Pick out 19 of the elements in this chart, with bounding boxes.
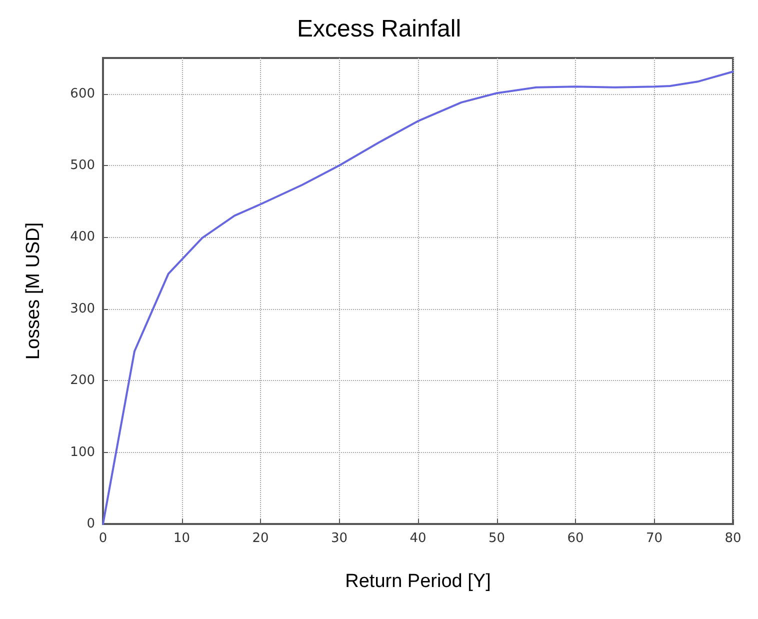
y-tick-label: 400 bbox=[70, 230, 95, 245]
y-tick-label: 200 bbox=[70, 373, 95, 388]
y-tick-label: 600 bbox=[70, 86, 95, 102]
x-tick-label: 50 bbox=[488, 531, 506, 546]
x-tick-label: 70 bbox=[646, 531, 663, 546]
y-tick-label: 500 bbox=[70, 158, 95, 174]
chart-title: Excess Rainfall bbox=[296, 16, 462, 42]
y-axis-title: Losses [M USD] bbox=[23, 222, 44, 360]
x-tick-label: 20 bbox=[252, 531, 269, 546]
x-axis-title: Return Period [Y] bbox=[345, 571, 491, 592]
x-tick-label: 40 bbox=[410, 531, 426, 546]
y-tick-label: 300 bbox=[70, 301, 95, 316]
x-tick-label: 30 bbox=[330, 531, 348, 546]
x-tick-label: 60 bbox=[567, 531, 584, 546]
y-tick-label: 0 bbox=[86, 516, 95, 532]
x-tick-label: 10 bbox=[173, 531, 190, 546]
x-tick-label: 80 bbox=[724, 531, 742, 546]
y-tick-label: 100 bbox=[70, 444, 95, 460]
x-tick-label: 0 bbox=[98, 531, 108, 546]
